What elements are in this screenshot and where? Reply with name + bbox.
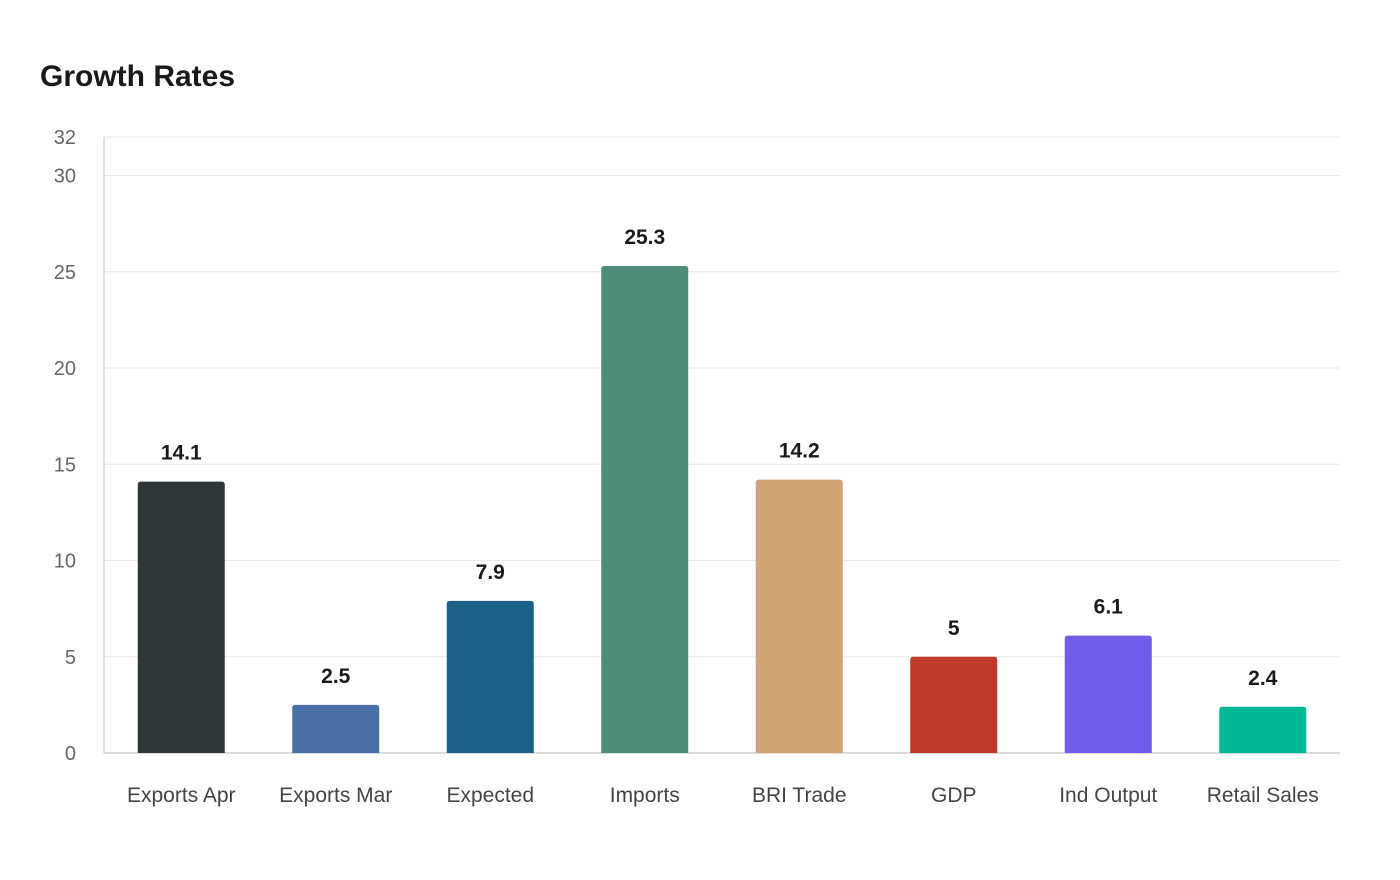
y-tick-label: 15 — [54, 454, 76, 476]
y-tick-label: 10 — [54, 551, 76, 573]
x-category-label: Retail Sales — [1207, 784, 1319, 807]
y-tick-label: 25 — [54, 262, 76, 284]
bar-value-label: 5 — [948, 617, 960, 640]
x-category-label: Exports Apr — [127, 784, 236, 807]
gridlines — [104, 136, 1340, 658]
bar-value-label: 6.1 — [1094, 596, 1124, 619]
x-category-label: BRI Trade — [752, 784, 847, 807]
category-labels: Exports Apr Exports Mar Expected Imports BRI… — [127, 784, 1319, 807]
bar-bri-trade — [755, 479, 843, 753]
x-category-label: Imports — [610, 784, 680, 807]
axes — [103, 137, 1340, 754]
bar-value-label: 14.1 — [161, 442, 202, 465]
bar-exports-apr — [137, 481, 225, 753]
bar-expected — [446, 600, 534, 753]
bar-value-label: 25.3 — [624, 226, 665, 249]
chart-title: Growth Rates — [40, 60, 236, 93]
bar-ind-output — [1064, 635, 1152, 753]
bars — [137, 265, 1307, 753]
bar-value-label: 14.2 — [779, 440, 820, 463]
x-category-label: Exports Mar — [279, 784, 392, 807]
y-tick-label: 0 — [65, 743, 76, 765]
bar-value-label: 2.4 — [1248, 667, 1278, 690]
bar-value-label: 7.9 — [476, 561, 505, 584]
bar-value-label: 2.5 — [321, 665, 351, 688]
bar-retail-sales — [1219, 706, 1307, 753]
bar-gdp — [910, 656, 998, 753]
bar-imports — [601, 265, 689, 753]
y-tick-label: 20 — [54, 358, 76, 380]
value-labels: 14.1 2.5 7.9 25.3 14.2 5 6.1 2.4 — [161, 226, 1278, 690]
y-axis-ticks: 0 5 10 15 20 25 30 32 — [54, 127, 76, 765]
y-tick-label: 5 — [65, 647, 76, 669]
y-tick-label: 32 — [54, 127, 76, 149]
x-category-label: Expected — [446, 784, 534, 807]
x-category-label: GDP — [931, 784, 977, 807]
bar-exports-mar — [292, 704, 380, 753]
y-tick-label: 30 — [54, 166, 76, 188]
x-category-label: Ind Output — [1059, 784, 1157, 807]
